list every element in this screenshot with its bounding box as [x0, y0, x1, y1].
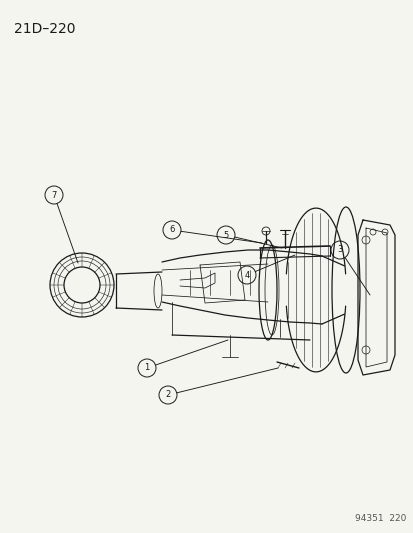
Text: 5: 5	[223, 230, 228, 239]
Text: 7: 7	[51, 190, 57, 199]
Text: 6: 6	[169, 225, 174, 235]
Text: 21D–220: 21D–220	[14, 22, 75, 36]
Text: 3: 3	[337, 246, 342, 254]
Text: 94351  220: 94351 220	[354, 514, 405, 523]
Text: 2: 2	[165, 391, 170, 400]
Text: 4: 4	[244, 271, 249, 279]
Text: 1: 1	[144, 364, 149, 373]
